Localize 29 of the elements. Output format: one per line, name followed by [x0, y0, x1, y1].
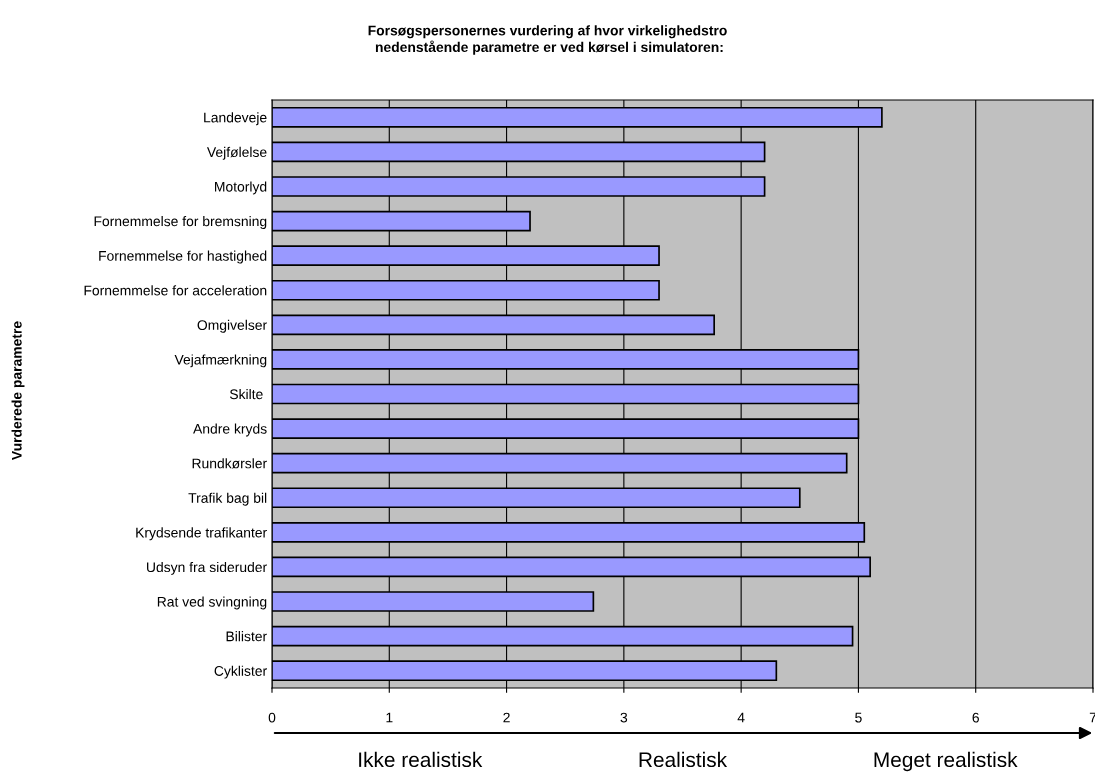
y-tick-label: Rundkørsler: [192, 458, 267, 469]
x-tick-label: 1: [386, 712, 393, 723]
y-tick-label: Fornemmelse for bremsning: [94, 216, 267, 229]
text: Realistisk: [639, 751, 728, 768]
x-tick-label: 0: [268, 712, 276, 723]
y-tick-label: Fornemmelse for acceleration: [84, 285, 267, 296]
y-tick-label: Motorlyd: [215, 181, 267, 195]
y-tick-label: Udsyn fra sideruder: [147, 561, 267, 575]
y-tick-label: Omgivelser: [197, 319, 267, 333]
y-tick-label: Vejafmærkning: [174, 354, 267, 368]
y-tick-label: Fornemmelse for hastighed: [99, 250, 267, 264]
x-tick-label: 6: [972, 712, 979, 723]
y-tick-label: Bilister: [226, 631, 267, 642]
text: Ikke realistisk: [359, 751, 483, 768]
y-tick-label: Krydsende trafikanter: [136, 527, 267, 541]
x-tick-label: 4: [737, 712, 745, 723]
x-tick-label: 3: [620, 712, 628, 723]
y-tick-label: Cyklister: [214, 665, 267, 679]
x-tick-label: 5: [855, 712, 862, 723]
y-tick-label: Vejfølelse: [206, 146, 267, 160]
y-tick-label: Andre kryds: [193, 423, 267, 437]
y-tick-label: Skilte: [229, 388, 263, 400]
y-tick-label: Landeveje: [204, 112, 267, 126]
y-tick-label: Rat ved svingning: [157, 596, 267, 610]
chart-title: Forsøgspersonernes vurdering af hvor virkelighedstro nedenstående parametre er ved kørsel i simulatoren:: [368, 25, 727, 55]
text: Meget realistisk: [874, 751, 1018, 772]
y-tick-label: Trafik bag bil: [188, 492, 267, 506]
y-axis-title: Vurderede parametre: [11, 321, 25, 460]
x-tick-label: 2: [503, 712, 510, 723]
